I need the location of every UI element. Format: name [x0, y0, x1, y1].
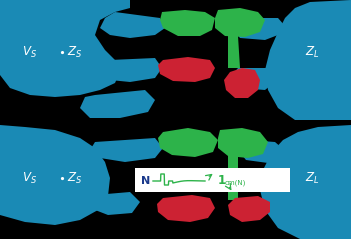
Polygon shape — [90, 138, 163, 162]
Polygon shape — [265, 0, 351, 120]
Polygon shape — [215, 8, 265, 37]
Polygon shape — [100, 12, 165, 38]
Polygon shape — [0, 125, 110, 225]
Polygon shape — [158, 57, 215, 82]
Polygon shape — [228, 155, 238, 200]
Polygon shape — [228, 36, 240, 68]
Text: $V_S$: $V_S$ — [22, 170, 37, 185]
Text: 1: 1 — [218, 174, 226, 186]
Polygon shape — [232, 18, 285, 40]
Polygon shape — [238, 140, 282, 163]
Text: $V_S$: $V_S$ — [22, 44, 37, 60]
Polygon shape — [160, 10, 215, 36]
Text: cm(N): cm(N) — [225, 180, 246, 186]
Polygon shape — [100, 58, 162, 82]
FancyBboxPatch shape — [135, 168, 290, 192]
Polygon shape — [224, 68, 260, 98]
Text: $\bullet$: $\bullet$ — [58, 173, 65, 183]
Text: $Z_L$: $Z_L$ — [305, 44, 319, 60]
Polygon shape — [80, 90, 155, 118]
Polygon shape — [157, 195, 215, 222]
Text: $Z_S$: $Z_S$ — [67, 170, 82, 185]
Text: N: N — [141, 176, 150, 186]
Polygon shape — [260, 125, 351, 239]
Polygon shape — [158, 128, 218, 157]
Polygon shape — [88, 192, 140, 215]
Text: $Z_S$: $Z_S$ — [67, 44, 82, 60]
Polygon shape — [0, 0, 130, 97]
Text: $\bullet$: $\bullet$ — [58, 47, 65, 57]
Polygon shape — [218, 128, 268, 158]
Polygon shape — [230, 68, 278, 90]
Text: $Z_L$: $Z_L$ — [305, 170, 319, 185]
Polygon shape — [228, 196, 270, 222]
